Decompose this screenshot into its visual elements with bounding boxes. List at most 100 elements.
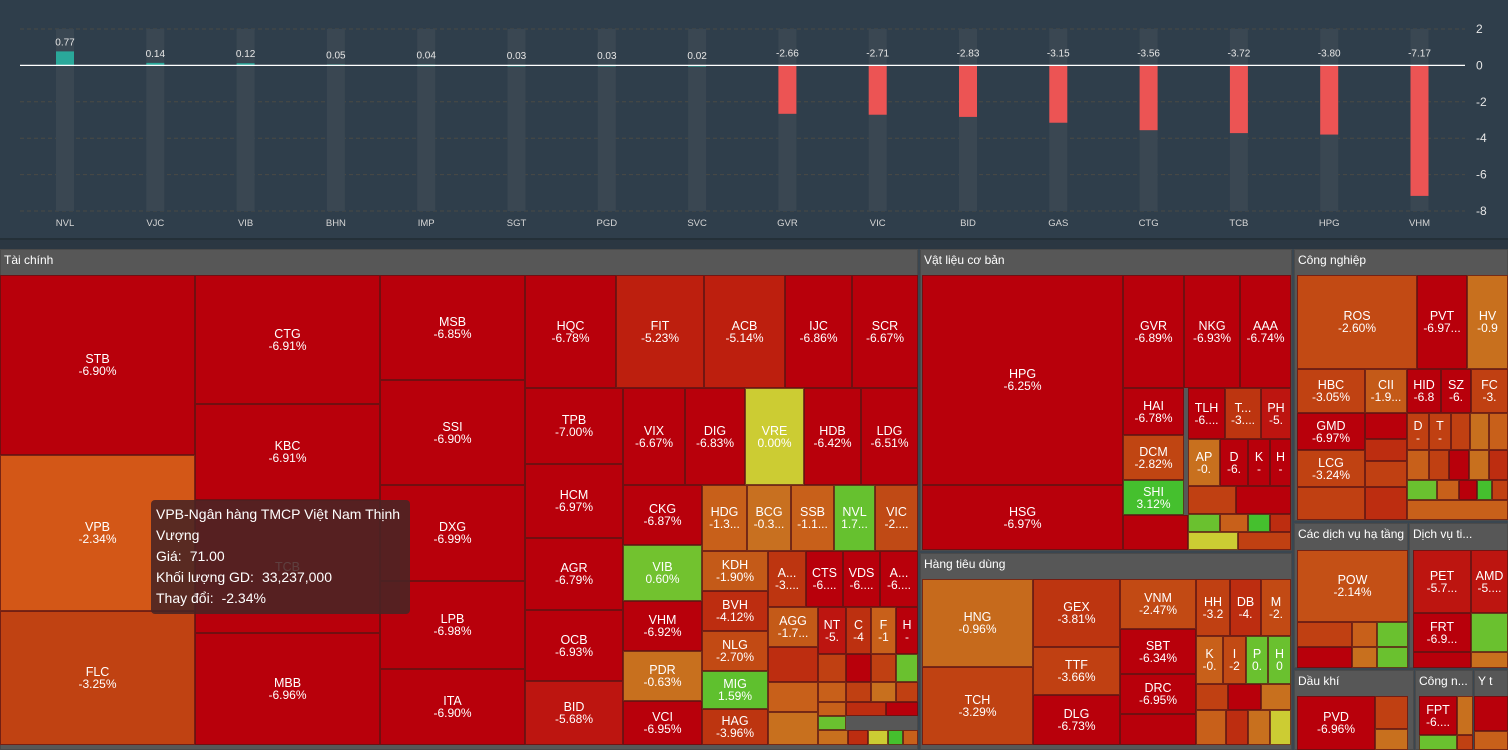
stock-cell-small[interactable]	[846, 702, 886, 716]
stock-cell-h[interactable]: H-	[896, 607, 918, 654]
stock-cell-kdh[interactable]: KDH -1.90%	[702, 551, 768, 591]
stock-cell-small[interactable]	[1492, 480, 1508, 500]
stock-cell-small[interactable]	[871, 682, 896, 702]
stock-cell-small[interactable]	[896, 654, 918, 682]
stock-cell-small[interactable]	[1457, 735, 1473, 750]
sector-title[interactable]: Y t	[1478, 674, 1493, 688]
stock-cell-small[interactable]	[818, 730, 848, 745]
stock-cell-small[interactable]	[1377, 622, 1408, 647]
stock-cell-small[interactable]	[871, 654, 896, 682]
stock-cell-small[interactable]	[1407, 500, 1508, 520]
stock-cell-tpb[interactable]: TPB -7.00%	[525, 388, 623, 464]
stock-cell-m[interactable]: M -2.	[1261, 579, 1291, 636]
stock-cell-small[interactable]	[896, 682, 918, 702]
stock-cell-vib[interactable]: VIB 0.60%	[623, 545, 702, 601]
stock-cell-hdb[interactable]: HDB -6.42%	[804, 388, 861, 485]
stock-cell-vre[interactable]: VRE 0.00%	[745, 388, 804, 485]
stock-cell-small[interactable]	[1377, 647, 1408, 668]
stock-cell-d[interactable]: D-	[1407, 413, 1429, 450]
stock-cell-c[interactable]: C -4	[846, 607, 871, 654]
stock-cell-small[interactable]	[1407, 480, 1437, 500]
stock-cell-small[interactable]	[1459, 480, 1477, 500]
stock-cell-ijc[interactable]: IJC -6.86%	[785, 275, 852, 388]
stock-cell-agg[interactable]: AGG -1.7...	[768, 607, 818, 647]
stock-cell-drc[interactable]: DRC -6.95%	[1120, 674, 1196, 714]
stock-cell-small[interactable]	[868, 730, 888, 745]
stock-cell-i[interactable]: I -2	[1223, 636, 1246, 684]
stock-cell-small[interactable]	[1196, 710, 1226, 745]
stock-cell-gvr[interactable]: GVR -6.89%	[1123, 275, 1184, 388]
stock-cell-small[interactable]	[1449, 450, 1469, 480]
stock-cell-vhm[interactable]: VHM -6.92%	[623, 601, 702, 651]
stock-cell-acb[interactable]: ACB -5.14%	[704, 275, 785, 388]
stock-cell-small[interactable]	[818, 702, 846, 716]
stock-cell-hng[interactable]: HNG -0.96%	[922, 579, 1033, 667]
stock-cell-small[interactable]	[1261, 684, 1291, 710]
stock-cell-small[interactable]	[1437, 480, 1459, 500]
stock-cell-msb[interactable]: MSB -6.85%	[380, 275, 525, 380]
stock-cell-fpt[interactable]: FPT -6....	[1419, 696, 1457, 735]
stock-cell-small[interactable]	[1270, 514, 1291, 532]
stock-cell-a[interactable]: A... -6....	[880, 551, 918, 607]
stock-cell-k[interactable]: K -0.	[1196, 636, 1223, 684]
stock-cell-ckg[interactable]: CKG -6.87%	[623, 485, 702, 545]
stock-cell-ssb[interactable]: SSB -1.1...	[791, 485, 834, 551]
stock-cell-amd[interactable]: AMD -5....	[1471, 550, 1508, 613]
stock-cell-dcm[interactable]: DCM -2.82%	[1123, 435, 1184, 480]
stock-cell-ph[interactable]: PH -5.	[1261, 388, 1291, 439]
stock-cell-shi[interactable]: SHI 3.12%	[1123, 480, 1184, 515]
stock-cell-small[interactable]	[768, 682, 818, 712]
stock-cell-mbb[interactable]: MBB -6.96%	[195, 633, 380, 745]
stock-cell-small[interactable]	[1248, 514, 1270, 532]
stock-cell-small[interactable]	[888, 730, 903, 745]
stock-cell-hai[interactable]: HAI -6.78%	[1123, 388, 1184, 435]
stock-cell-small[interactable]	[1365, 487, 1407, 520]
stock-cell-small[interactable]	[1489, 450, 1508, 480]
stock-cell-dig[interactable]: DIG -6.83%	[685, 388, 745, 485]
stock-cell-sz[interactable]: SZ -6.	[1441, 369, 1471, 413]
stock-cell-small[interactable]	[903, 730, 918, 745]
stock-cell-ssi[interactable]: SSI -6.90%	[380, 380, 525, 485]
stock-cell-pvd[interactable]: PVD -6.96%	[1297, 696, 1375, 750]
stock-cell-hag[interactable]: HAG -3.96%	[702, 709, 768, 745]
stock-cell-hv[interactable]: HV -0.9	[1467, 275, 1508, 369]
stock-cell-small[interactable]	[1407, 450, 1429, 480]
stock-cell-vix[interactable]: VIX -6.67%	[623, 388, 685, 485]
stock-cell-small[interactable]	[1188, 532, 1238, 550]
stock-cell-small[interactable]	[768, 647, 818, 682]
stock-cell-small[interactable]	[1471, 652, 1508, 668]
stock-cell-kbc[interactable]: KBC -6.91%	[195, 404, 380, 500]
stock-cell-small[interactable]	[886, 702, 918, 716]
stock-cell-small[interactable]	[1375, 696, 1408, 729]
stock-cell-small[interactable]	[1451, 413, 1470, 450]
stock-cell-pdr[interactable]: PDR -0.63%	[623, 651, 702, 701]
stock-cell-aaa[interactable]: AAA -6.74%	[1240, 275, 1291, 388]
stock-cell-small[interactable]	[1120, 714, 1196, 745]
stock-cell-small[interactable]	[818, 654, 846, 682]
stock-cell-small[interactable]	[1413, 652, 1471, 668]
stock-cell-hbc[interactable]: HBC -3.05%	[1297, 369, 1365, 413]
stock-cell-hh[interactable]: HH -3.2	[1196, 579, 1230, 636]
stock-cell-hqc[interactable]: HQC -6.78%	[525, 275, 616, 388]
stock-cell-small[interactable]	[1248, 710, 1270, 745]
stock-cell-small[interactable]	[1220, 514, 1248, 532]
stock-cell-d[interactable]: D -6.	[1220, 439, 1248, 486]
stock-cell-hid[interactable]: HID -6.8	[1407, 369, 1441, 413]
sector-title[interactable]: Dịch vụ ti...	[1413, 527, 1473, 541]
stock-cell-ttf[interactable]: TTF -3.66%	[1033, 647, 1120, 695]
stock-cell-nkg[interactable]: NKG -6.93%	[1184, 275, 1240, 388]
stock-cell-small[interactable]	[1474, 696, 1508, 731]
sector-title[interactable]: Tài chính	[4, 253, 54, 267]
stock-cell-small[interactable]	[1429, 450, 1449, 480]
stock-cell-h[interactable]: H-	[1270, 439, 1291, 486]
stock-cell-small[interactable]	[1297, 622, 1352, 647]
stock-cell-bid[interactable]: BID -5.68%	[525, 681, 623, 745]
stock-cell-small[interactable]	[818, 682, 846, 702]
stock-cell-small[interactable]	[846, 654, 871, 682]
stock-cell-ldg[interactable]: LDG -6.51%	[861, 388, 918, 485]
stock-cell-small[interactable]	[848, 730, 868, 745]
stock-cell-small[interactable]	[1419, 735, 1457, 750]
sector-title[interactable]: Các dịch vụ hạ tầng	[1298, 527, 1405, 541]
stock-cell-small[interactable]	[1352, 622, 1377, 647]
stock-cell-small[interactable]	[1238, 532, 1291, 550]
